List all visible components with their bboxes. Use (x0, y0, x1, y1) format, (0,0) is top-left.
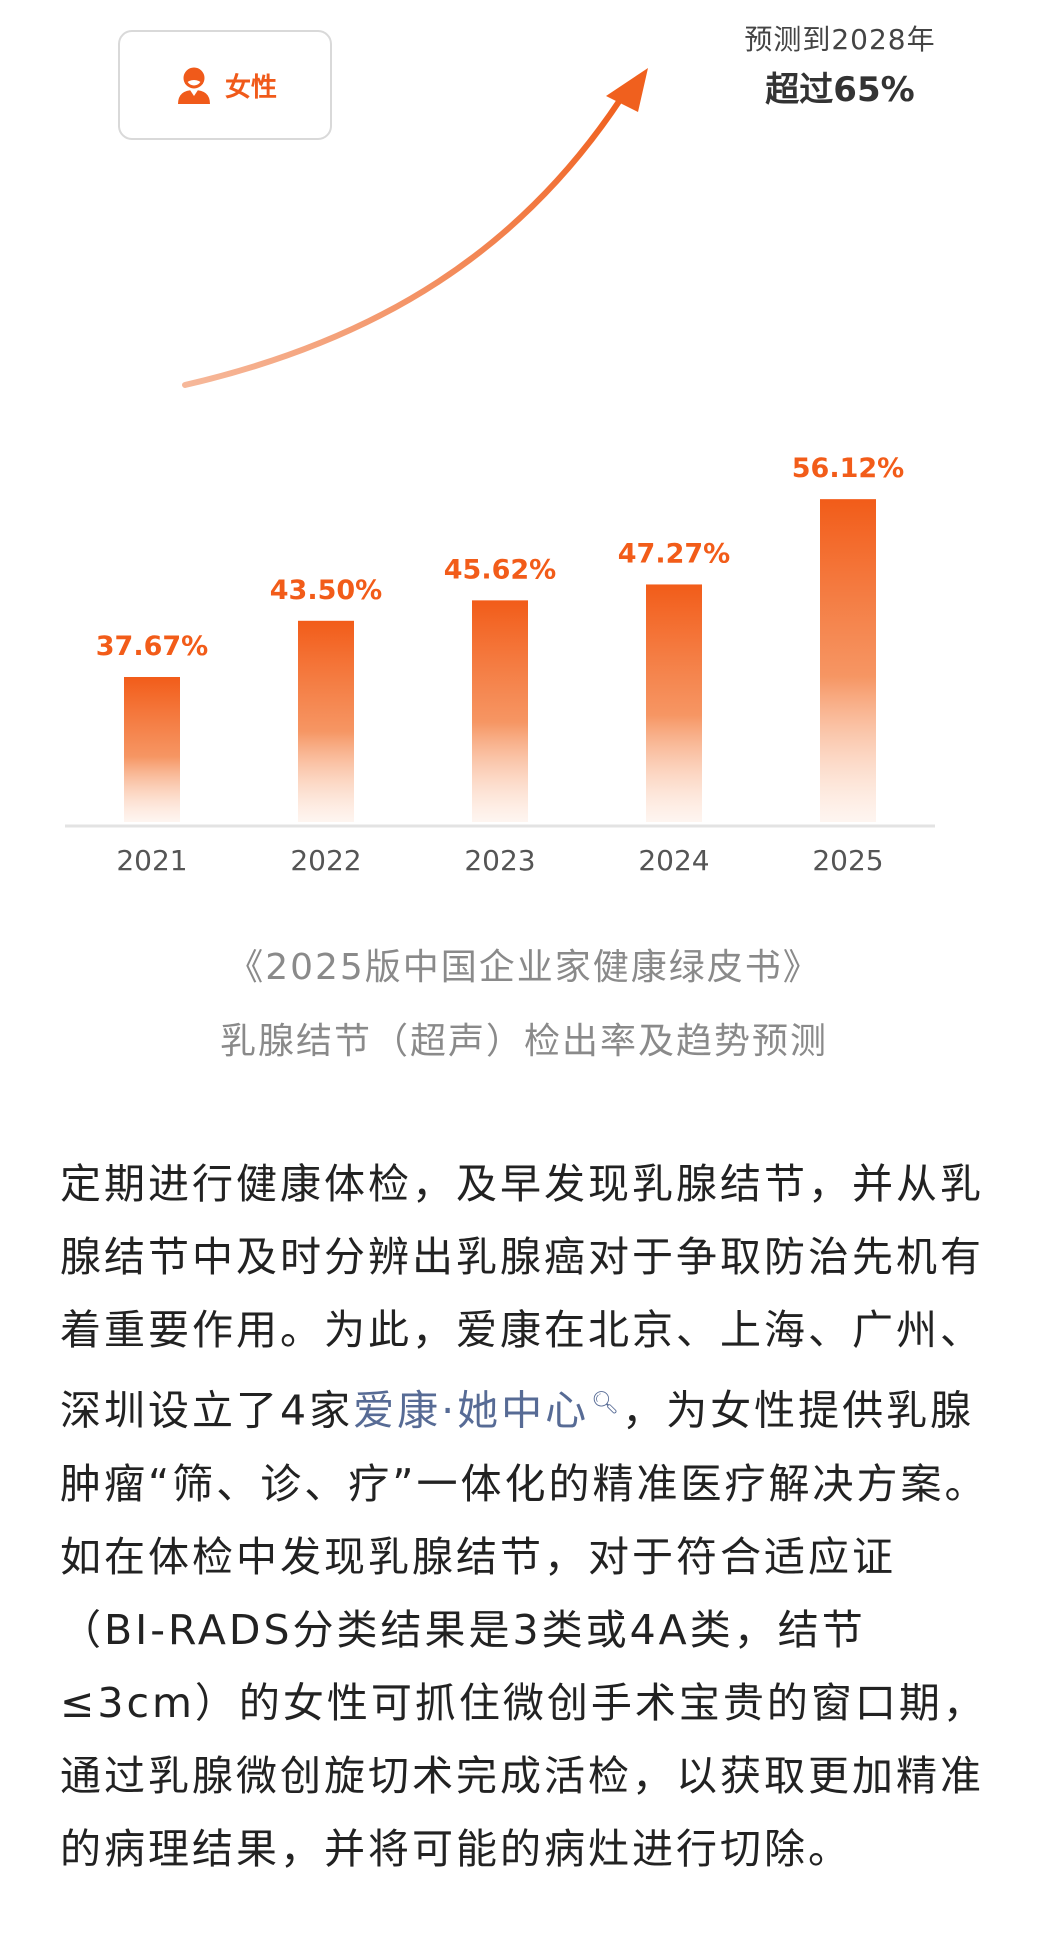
search-icon[interactable]: 🔍︎ (591, 1391, 623, 1416)
badge-label: 女性 (224, 72, 277, 103)
chart-caption: 乳腺结节（超声）检出率及趋势预测 (219, 1021, 828, 1062)
trend-arrowhead-icon (606, 68, 648, 112)
bar-2025 (820, 499, 876, 822)
female-badge: 女性 (118, 30, 332, 140)
article-text-1: 定期进行健康体检，及早发现乳腺结节，并从乳腺结节中及时分辨出乳腺癌对于争取防治先… (60, 1160, 984, 1435)
value-label-2023: 45.62% (444, 554, 556, 585)
value-label-2021: 37.67% (96, 631, 208, 662)
bar-chart: 37.67% 2021 43.50% 2022 45.62% 2023 47.27% 2024… (65, 68, 935, 877)
bar-2022 (298, 620, 354, 822)
x-tick-2024: 2024 (638, 844, 709, 877)
forecast-value: 超过65% (765, 70, 915, 110)
article-text-2: ，为女性提供乳腺肿瘤“筛、诊、疗”一体化的精准医疗解决方案。如在体检中发现乳腺结… (60, 1386, 989, 1873)
aikang-her-center-link[interactable]: 爱康·她中心 (353, 1386, 590, 1435)
forecast-note: 预测到2028年 超过65% (720, 18, 960, 111)
woman-avatar-icon (173, 64, 215, 106)
bar-2021 (124, 677, 180, 822)
value-label-2025: 56.12% (792, 453, 904, 484)
bar-2023 (472, 600, 528, 822)
forecast-year: 预测到2028年 (744, 23, 936, 56)
bar-2024 (646, 584, 702, 822)
article-paragraph: 定期进行健康体检，及早发现乳腺结节，并从乳腺结节中及时分辨出乳腺癌对于争取防治先… (60, 1148, 990, 1886)
chart-area: 37.67% 2021 43.50% 2022 45.62% 2023 47.27% 2024… (0, 0, 1048, 900)
x-tick-2025: 2025 (812, 844, 883, 877)
bars-group: 37.67% 2021 43.50% 2022 45.62% 2023 47.27% 2024… (96, 453, 904, 877)
value-label-2024: 47.27% (618, 538, 730, 569)
trend-arrow-line (182, 97, 623, 388)
value-label-2022: 43.50% (270, 575, 382, 606)
x-tick-2022: 2022 (290, 844, 361, 877)
x-tick-2021: 2021 (116, 844, 187, 877)
x-tick-2023: 2023 (464, 844, 535, 877)
chart-source: 《2025版中国企业家健康绿皮书》 (227, 947, 821, 988)
